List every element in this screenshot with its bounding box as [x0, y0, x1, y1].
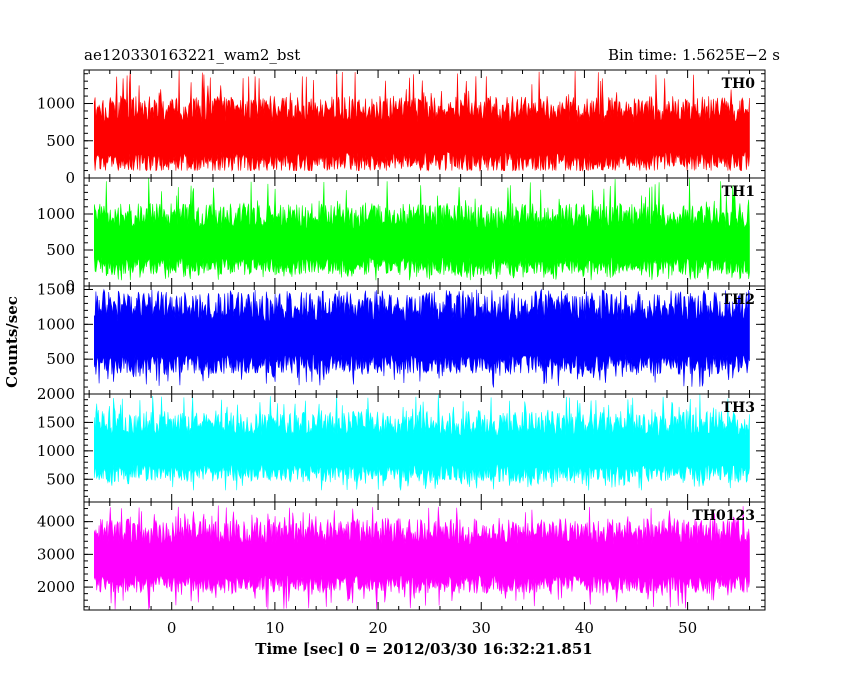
panel-th0123: 2000 3000 4000 TH0123 — [37, 501, 766, 611]
series-th0 — [94, 70, 750, 172]
y-axis-label: Counts/sec — [3, 296, 21, 388]
header-left: ae120330163221_wam2_bst — [84, 46, 300, 64]
panel-label: TH1 — [722, 184, 755, 200]
panel-label: TH2 — [722, 292, 755, 308]
x-axis: 0 10 20 30 40 50 — [167, 619, 697, 637]
y-tick-label: 1500 — [37, 280, 75, 298]
series-th0123 — [94, 505, 750, 610]
x-tick-label: 40 — [575, 619, 594, 637]
y-tick-label: 1000 — [37, 315, 75, 333]
series-th2 — [94, 288, 750, 388]
panel-label: TH3 — [722, 400, 755, 416]
y-tick-label: 0 — [65, 277, 75, 295]
y-tick-label: 1000 — [37, 442, 75, 460]
y-tick-label: 2000 — [37, 578, 75, 596]
y-tick-label: 3000 — [37, 545, 75, 563]
x-tick-label: 0 — [167, 619, 177, 637]
panels-group: 0 500 1000 TH0 0 500 1000 TH1 500 1000 1500 TH2 500 1… — [37, 69, 766, 611]
x-axis-label: Time [sec] 0 = 2012/03/30 16:32:21.851 — [255, 640, 592, 658]
panel-label: TH0123 — [692, 508, 755, 524]
y-tick-label: 1000 — [37, 205, 75, 223]
y-tick-label: 2000 — [37, 385, 75, 403]
x-tick-label: 10 — [265, 619, 284, 637]
y-tick-label: 4000 — [37, 513, 75, 531]
panel-label: TH0 — [722, 76, 756, 92]
y-tick-label: 0 — [65, 169, 75, 187]
y-tick-label: 500 — [46, 132, 75, 150]
x-tick-label: 50 — [678, 619, 697, 637]
series-th3 — [94, 394, 750, 491]
panel-th2: 500 1000 1500 TH2 — [37, 280, 766, 395]
series-th1 — [94, 178, 750, 281]
y-tick-label: 500 — [46, 241, 75, 259]
panel-th0: 0 500 1000 TH0 — [37, 69, 766, 187]
panel-th1: 0 500 1000 TH1 — [37, 177, 766, 295]
y-tick-label: 1000 — [37, 95, 75, 113]
y-tick-label: 500 — [46, 350, 75, 368]
y-tick-label: 500 — [46, 470, 75, 488]
x-tick-label: 30 — [472, 619, 491, 637]
panel-th3: 500 1000 1500 2000 TH3 — [37, 385, 766, 503]
y-tick-label: 1500 — [37, 413, 75, 431]
x-tick-label: 20 — [369, 619, 388, 637]
panel-frame — [83, 501, 766, 611]
header-right: Bin time: 1.5625E−2 s — [608, 46, 780, 64]
